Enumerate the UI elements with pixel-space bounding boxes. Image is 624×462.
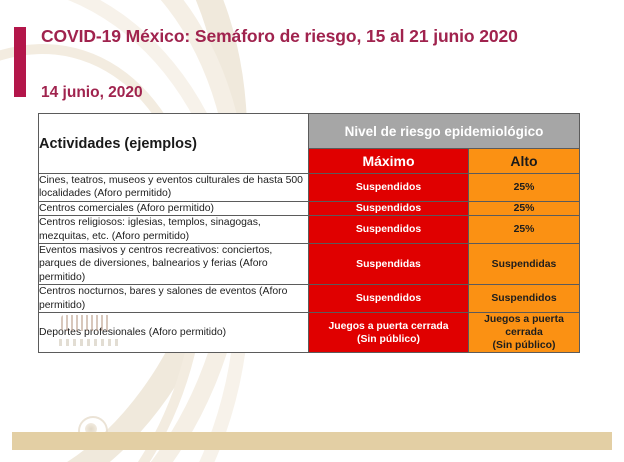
column-header-maximo: Máximo bbox=[308, 148, 469, 174]
column-header-activities: Actividades (ejemplos) bbox=[38, 113, 309, 174]
maximo-line-1: Juegos a puerta cerrada bbox=[328, 320, 449, 332]
page-subtitle-date: 14 junio, 2020 bbox=[41, 84, 143, 101]
maximo-cell: Suspendidas bbox=[308, 243, 469, 286]
page-title: COVID-19 México: Semáforo de riesgo, 15 … bbox=[41, 26, 518, 46]
activity-label: Deportes profesionales (Aforo permitido) bbox=[39, 326, 227, 338]
table-row: Cines, teatros, museos y eventos cultura… bbox=[38, 173, 581, 202]
activity-cell: Deportes profesionales (Aforo permitido) bbox=[38, 312, 309, 354]
alto-line-3: (Sin público) bbox=[492, 340, 556, 352]
maximo-cell: Suspendidos bbox=[308, 284, 469, 314]
alto-cell: Suspendidas bbox=[467, 243, 581, 286]
activity-cell: Centros religiosos: iglesias, templos, s… bbox=[38, 215, 309, 245]
alto-cell: 25% bbox=[467, 215, 581, 245]
table-row: Centros nocturnos, bares y salones de ev… bbox=[38, 284, 581, 314]
maximo-line-2: (Sin público) bbox=[357, 333, 420, 345]
table-header-row-top: Actividades (ejemplos) Nivel de riesgo e… bbox=[38, 113, 581, 174]
table-row: Deportes profesionales (Aforo permitido)… bbox=[38, 312, 581, 354]
column-header-alto: Alto bbox=[467, 148, 581, 174]
table-row: Eventos masivos y centros recreativos: c… bbox=[38, 243, 581, 286]
alto-line-2: cerrada bbox=[505, 327, 543, 339]
eagle-watermark-text-icon bbox=[59, 339, 121, 347]
maximo-cell: Suspendidos bbox=[308, 173, 469, 202]
alto-cell: Suspendidos bbox=[467, 284, 581, 314]
activity-cell: Centros comerciales (Aforo permitido) bbox=[38, 200, 309, 217]
maximo-cell: Suspendidos bbox=[308, 200, 469, 217]
alto-cell: 25% bbox=[467, 200, 581, 217]
activity-cell: Centros nocturnos, bares y salones de ev… bbox=[38, 284, 309, 314]
activity-cell: Eventos masivos y centros recreativos: c… bbox=[38, 243, 309, 286]
activity-cell: Cines, teatros, museos y eventos cultura… bbox=[38, 173, 309, 202]
maximo-cell: Suspendidos bbox=[308, 215, 469, 245]
title-accent-bar bbox=[14, 27, 26, 97]
alto-line-1: Juegos a puerta bbox=[484, 314, 564, 326]
risk-level-table: Actividades (ejemplos) Nivel de riesgo e… bbox=[38, 113, 581, 354]
table-header-row-bottom: Máximo Alto bbox=[39, 148, 581, 174]
alto-cell: Juegos a puerta cerrada (Sin público) bbox=[467, 312, 581, 354]
alto-cell: 25% bbox=[467, 173, 581, 202]
table-row: Centros comerciales (Aforo permitido) Su… bbox=[38, 200, 581, 217]
table-row: Centros religiosos: iglesias, templos, s… bbox=[38, 215, 581, 245]
maximo-cell: Juegos a puerta cerrada (Sin público) bbox=[308, 312, 469, 354]
bottom-decorative-band bbox=[12, 432, 612, 450]
column-header-risk-level: Nivel de riesgo epidemiológico bbox=[307, 113, 581, 149]
